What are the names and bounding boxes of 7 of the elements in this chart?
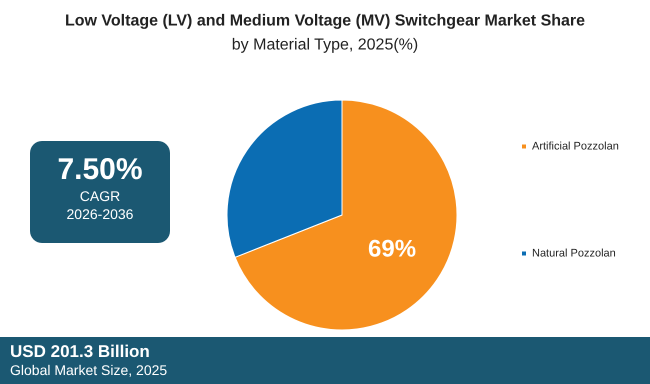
legend-label: Natural Pozzolan bbox=[532, 248, 616, 260]
chart-title: Low Voltage (LV) and Medium Voltage (MV) Switchgear Market Share bbox=[64, 12, 586, 30]
legend-label: Artificial Pozzolan bbox=[532, 140, 619, 152]
footer-banner: USD 201.3 Billion Global Market Size, 2025 bbox=[0, 337, 650, 384]
data-label: 69% bbox=[368, 236, 416, 263]
chart-subtitle: by Material Type, 2025(%) bbox=[232, 36, 418, 54]
info-card: 7.50% CAGR 2026-2036 bbox=[30, 141, 170, 243]
